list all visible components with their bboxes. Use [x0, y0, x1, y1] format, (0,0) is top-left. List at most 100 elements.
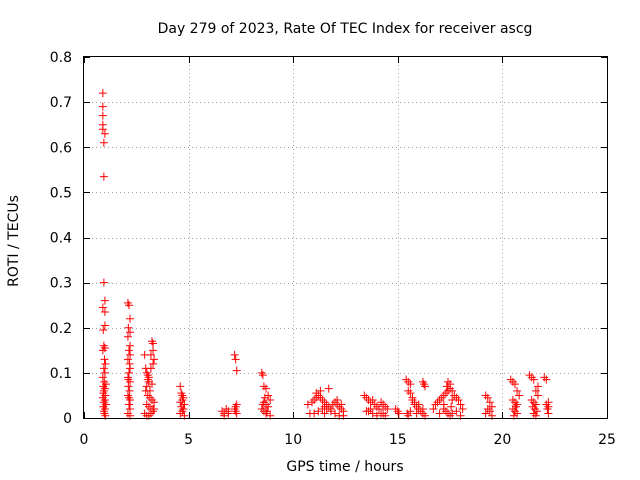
x-tick-label: 10 — [284, 432, 302, 448]
data-point — [414, 400, 423, 409]
data-point — [458, 404, 467, 413]
data-point — [149, 339, 158, 348]
data-point — [100, 296, 109, 305]
data-point — [99, 364, 108, 373]
data-point — [99, 278, 108, 287]
data-point — [303, 400, 312, 409]
data-point — [448, 409, 457, 418]
data-point — [263, 407, 272, 416]
data-point — [98, 303, 107, 312]
data-point — [262, 384, 271, 393]
data-point — [362, 407, 371, 416]
data-point — [100, 355, 109, 364]
data-point — [124, 301, 133, 310]
y-tick-label: 0.1 — [50, 366, 72, 382]
data-point — [379, 409, 388, 418]
data-point — [150, 404, 159, 413]
data-point — [126, 341, 135, 350]
data-point — [442, 382, 451, 391]
data-point — [142, 382, 151, 391]
data-point — [100, 321, 109, 330]
x-tick-label: 25 — [598, 432, 616, 448]
y-tick-label: 0.2 — [50, 321, 72, 337]
grid — [84, 57, 607, 418]
data-point — [145, 386, 154, 395]
data-point — [328, 400, 337, 409]
data-point — [124, 323, 133, 332]
data-point — [124, 400, 133, 409]
data-point — [126, 350, 135, 359]
data-point — [320, 409, 329, 418]
data-point — [456, 400, 465, 409]
data-point — [126, 314, 135, 323]
y-tick-label: 0.8 — [50, 50, 72, 66]
data-point — [448, 395, 457, 404]
data-point — [420, 382, 429, 391]
data-point — [98, 89, 107, 98]
data-point — [258, 371, 267, 380]
data-point — [487, 402, 496, 411]
data-point — [408, 393, 417, 402]
data-point — [326, 407, 335, 416]
data-point — [366, 404, 375, 413]
data-point — [485, 398, 494, 407]
x-tick-labels: 0 5 10 15 20 25 — [80, 432, 616, 448]
chart-title: Day 279 of 2023, Rate Of TEC Index for r… — [158, 21, 533, 37]
data-point — [510, 380, 519, 389]
data-point — [412, 409, 421, 418]
data-point — [99, 138, 108, 147]
data-point — [542, 375, 551, 384]
y-tick-label: 0.6 — [50, 140, 72, 156]
data-point — [124, 375, 133, 384]
data-point — [406, 389, 415, 398]
data-point — [410, 398, 419, 407]
data-point — [533, 391, 542, 400]
data-points — [98, 89, 553, 420]
data-point — [126, 364, 135, 373]
data-point — [531, 386, 540, 395]
x-tick-label: 0 — [80, 432, 89, 448]
data-point — [485, 407, 494, 416]
data-point — [101, 359, 110, 368]
data-point — [418, 404, 427, 413]
data-point — [98, 102, 107, 111]
data-point — [511, 402, 520, 411]
data-point — [232, 366, 241, 375]
data-point — [176, 409, 185, 418]
data-point — [126, 328, 135, 337]
y-tick-label: 0.3 — [50, 276, 72, 292]
data-point — [318, 404, 327, 413]
data-point — [98, 125, 107, 134]
data-point — [529, 375, 538, 384]
data-point — [124, 368, 133, 377]
data-point — [149, 346, 158, 355]
data-point — [100, 307, 109, 316]
y-tick-labels: 0 0.1 0.2 0.3 0.4 0.5 0.6 0.7 0.8 — [50, 50, 72, 427]
data-point — [394, 409, 403, 418]
data-point — [146, 364, 155, 373]
data-point — [515, 391, 524, 400]
data-point — [439, 400, 448, 409]
data-point — [98, 111, 107, 120]
data-point — [429, 404, 438, 413]
data-point — [383, 404, 392, 413]
data-point — [176, 382, 185, 391]
data-point — [406, 407, 415, 416]
data-point — [264, 402, 273, 411]
data-point — [447, 402, 456, 411]
data-point — [176, 398, 185, 407]
x-tick-label: 15 — [389, 432, 407, 448]
plot-frame — [83, 56, 608, 419]
data-point — [337, 400, 346, 409]
data-point — [149, 359, 158, 368]
data-point — [150, 355, 159, 364]
data-point — [147, 380, 156, 389]
data-point — [98, 373, 107, 382]
data-point — [123, 332, 132, 341]
data-point — [125, 386, 134, 395]
data-point — [333, 395, 342, 404]
data-point — [406, 380, 415, 389]
data-point — [368, 409, 377, 418]
